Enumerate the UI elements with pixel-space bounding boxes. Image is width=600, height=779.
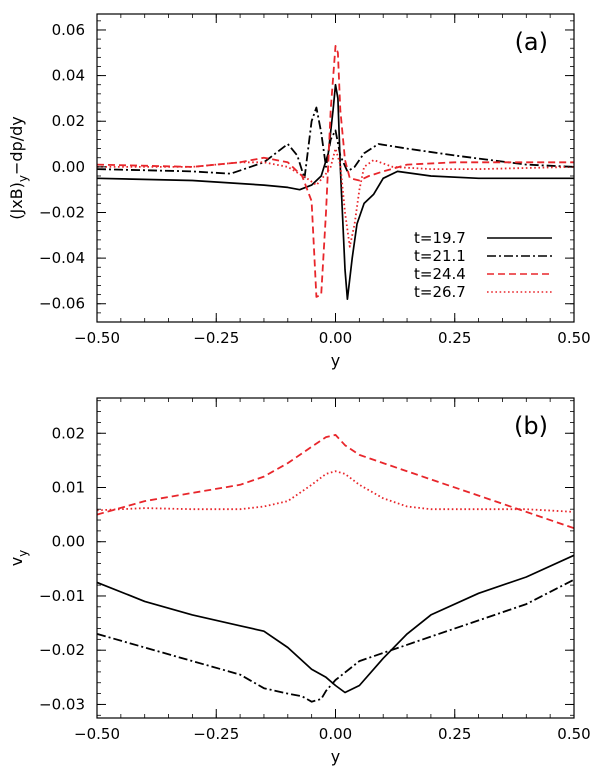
x-tick-label: 0.00: [319, 329, 352, 347]
legend-label: t=24.4: [414, 265, 466, 283]
x-tick-label: 0.50: [557, 329, 590, 347]
x-tick-label: −0.25: [193, 725, 239, 743]
y-tick-label: −0.03: [39, 695, 85, 713]
y-tick-label: 0.04: [52, 67, 85, 85]
y-tick-label: 0.02: [52, 424, 85, 442]
x-tick-label: 0.25: [438, 725, 471, 743]
y-tick-label: 0.06: [52, 21, 85, 39]
y-axis-label: (JxB)y−dp/dy: [7, 116, 30, 220]
series-line-197: [97, 83, 574, 301]
series-line-211: [97, 578, 574, 703]
series-line-211: [97, 106, 574, 180]
panel-a: −0.50 −0.25 0.00 0.25 0.50 −0.06 −0.04 −0.02 0.0…: [7, 13, 591, 370]
x-tick-label: −0.50: [74, 329, 120, 347]
x-axis-label: y: [331, 747, 340, 766]
y-tick-label: −0.02: [39, 203, 85, 221]
x-tick-label: −0.25: [193, 329, 239, 347]
x-tick-label: 0.00: [319, 725, 352, 743]
y-tick-label: 0.02: [52, 112, 85, 130]
y-tick-label: 0.00: [52, 158, 85, 176]
y-tick-label: 0.01: [52, 478, 85, 496]
y-tick-label: −0.06: [39, 295, 85, 313]
plot-frame: [96, 397, 575, 719]
y-tick-label: −0.02: [39, 641, 85, 659]
x-axis-label: y: [331, 351, 340, 370]
y-tick-label: 0.00: [52, 533, 85, 551]
panel-b: −0.50 −0.25 0.00 0.25 0.50 −0.03 −0.02 −0.01 0.0…: [7, 397, 591, 766]
y-axis-label: vy: [7, 550, 30, 567]
series-line-267: [97, 470, 574, 513]
legend-label: t=21.1: [414, 247, 466, 265]
series-line-197: [97, 554, 574, 694]
legend-label: t=26.7: [414, 283, 466, 301]
y-tick-label: −0.01: [39, 587, 85, 605]
series-line-244: [97, 45, 574, 298]
panel-label: (a): [515, 28, 548, 56]
panel-label: (b): [514, 412, 548, 440]
legend: t=19.7t=21.1t=24.4t=26.7: [414, 229, 552, 301]
legend-label: t=19.7: [414, 229, 466, 247]
x-tick-label: −0.50: [74, 725, 120, 743]
plot-frame: [96, 13, 575, 323]
y-tick-label: −0.04: [39, 249, 85, 267]
x-tick-label: 0.50: [557, 725, 590, 743]
series-line-267: [97, 147, 574, 248]
series-line-244: [97, 433, 574, 530]
x-tick-label: 0.25: [438, 329, 471, 347]
